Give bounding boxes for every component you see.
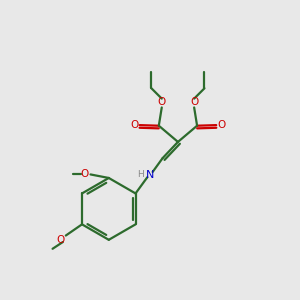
Text: O: O	[218, 120, 226, 130]
Text: N: N	[146, 170, 154, 180]
Text: H: H	[137, 170, 144, 179]
Text: O: O	[80, 169, 89, 179]
Text: O: O	[56, 235, 64, 245]
Text: O: O	[158, 98, 166, 107]
Text: O: O	[130, 120, 139, 130]
Text: O: O	[190, 98, 198, 107]
